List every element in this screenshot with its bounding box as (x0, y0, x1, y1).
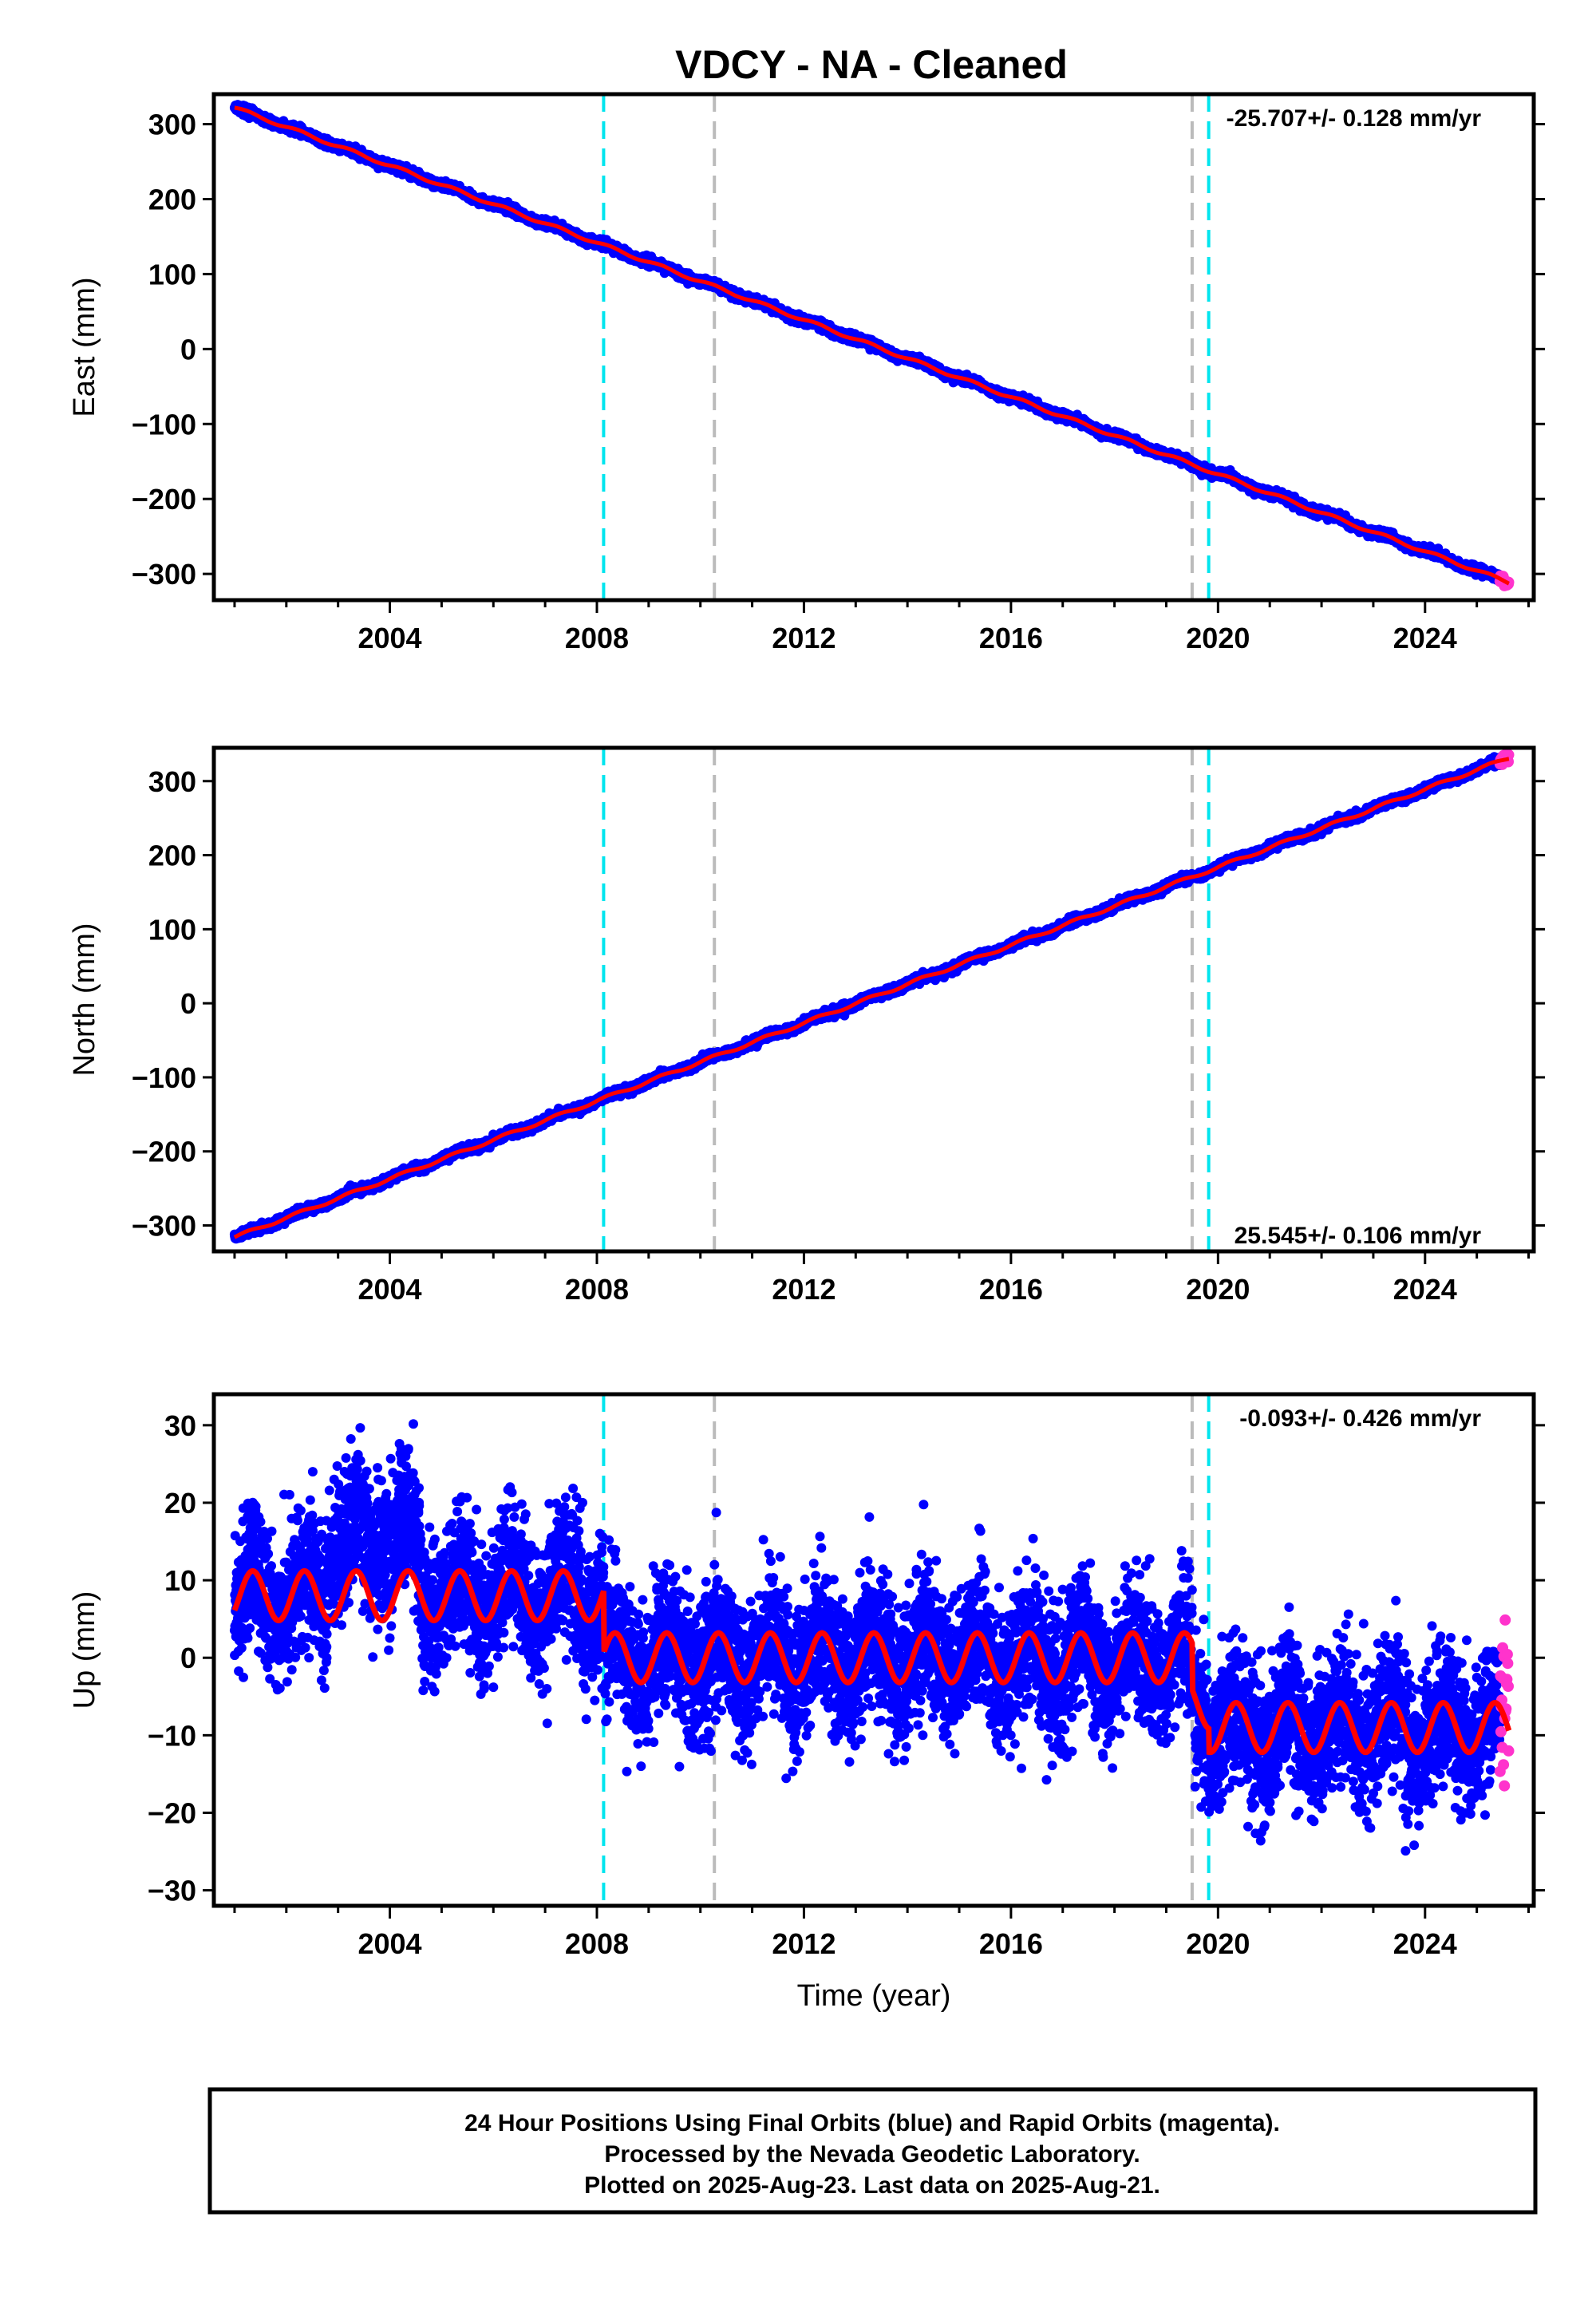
plot-area (229, 94, 1515, 600)
chart-title: VDCY - NA - Cleaned (675, 42, 1068, 87)
